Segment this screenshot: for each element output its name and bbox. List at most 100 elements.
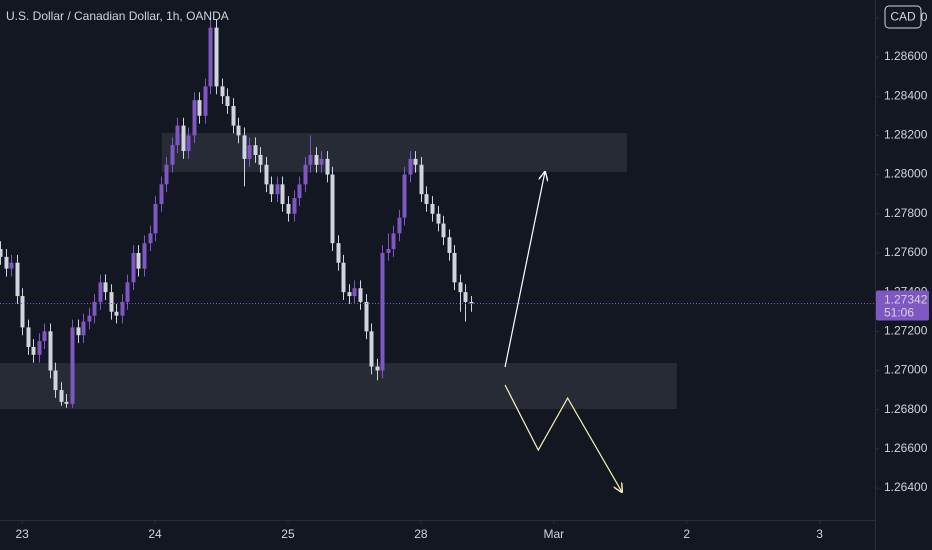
candle-body: [247, 145, 252, 159]
candle-body: [214, 27, 219, 87]
candle-body: [236, 125, 241, 136]
candle-body: [0, 249, 3, 257]
candle-body: [352, 288, 357, 297]
currency-box[interactable]: [884, 5, 922, 29]
last-price-label: 1.27342: [884, 293, 928, 307]
x-tick-label: 24: [148, 527, 162, 541]
candle-body: [280, 184, 285, 204]
candle-body: [170, 145, 175, 165]
candle-body: [15, 262, 20, 297]
candle-body: [341, 262, 346, 293]
y-tick-label: 1.27800: [884, 206, 928, 220]
candle-body: [164, 164, 169, 185]
y-tick-label: 1.27200: [884, 323, 928, 337]
y-tick-label: 1.26800: [884, 402, 928, 416]
candle-body: [330, 174, 335, 244]
candle-body: [142, 243, 147, 269]
candle-body: [303, 164, 308, 185]
currency-label: CAD: [890, 10, 916, 24]
x-tick-label: 28: [414, 527, 428, 541]
candle-body: [319, 158, 324, 165]
candle-body: [131, 252, 136, 283]
candle-body: [364, 301, 369, 332]
candle-body: [159, 184, 164, 204]
candle-body: [186, 135, 191, 152]
candle-body: [9, 262, 14, 269]
trend-arrow: [504, 384, 622, 492]
candle-body: [463, 292, 468, 302]
x-tick-label: 2: [683, 527, 690, 541]
x-tick-label: 3: [816, 527, 823, 541]
candle-body: [42, 331, 47, 342]
trend-arrow: [504, 172, 545, 368]
candle-body: [386, 249, 391, 253]
candle-body: [136, 252, 141, 269]
candle-body: [275, 184, 280, 195]
y-tick-label: 1.28600: [884, 49, 928, 63]
candle-body: [208, 27, 213, 87]
candle-body: [59, 390, 64, 402]
candle-body: [436, 213, 441, 224]
candle-body: [336, 243, 341, 263]
zone: [0, 363, 677, 410]
candle-body: [48, 331, 53, 371]
candle-body: [325, 158, 330, 175]
candle-body: [419, 164, 424, 195]
y-tick-label: 1.26400: [884, 480, 928, 494]
candle-body: [181, 125, 186, 152]
candle-body: [231, 105, 236, 126]
candle-body: [408, 158, 413, 175]
candle-body: [76, 327, 81, 336]
candle-body: [258, 154, 263, 165]
candle-body: [31, 346, 36, 355]
candle-body: [347, 292, 352, 297]
candle-body: [447, 237, 452, 253]
candle-body: [242, 135, 247, 159]
candle-body: [375, 366, 380, 371]
y-tick-label: 1.26600: [884, 441, 928, 455]
zone: [161, 133, 627, 173]
y-tick-label: 1.27000: [884, 363, 928, 377]
candle-body: [64, 401, 69, 404]
last-price-box: [876, 290, 929, 321]
candle-body: [424, 194, 429, 204]
candle-body: [397, 217, 402, 234]
candle-body: [70, 327, 75, 404]
candle-body: [153, 203, 158, 234]
candle-body: [53, 370, 58, 391]
candle-body: [369, 331, 374, 367]
candle-body: [441, 223, 446, 238]
candle-body: [286, 203, 291, 214]
x-tick-label: 25: [281, 527, 295, 541]
candle-body: [391, 233, 396, 250]
candle-body: [380, 252, 385, 371]
candle-body: [192, 100, 197, 136]
x-tick-label: Mar: [543, 527, 564, 541]
candle-body: [109, 292, 114, 312]
candle-body: [269, 184, 274, 195]
y-tick-label: 1.28400: [884, 88, 928, 102]
candle-body: [314, 154, 319, 165]
candle-body: [175, 125, 180, 146]
candle-body: [430, 203, 435, 214]
candle-body: [87, 315, 92, 322]
x-tick-label: 23: [15, 527, 29, 541]
candle-body: [253, 145, 258, 155]
candle-body: [20, 296, 25, 328]
candle-body: [81, 321, 86, 336]
candle-body: [203, 86, 208, 116]
y-tick-label: 1.28200: [884, 128, 928, 142]
candle-body: [297, 184, 302, 199]
candle-body: [225, 96, 230, 106]
candle-body: [264, 164, 269, 185]
candle-body: [26, 327, 31, 347]
candle-body: [452, 252, 457, 283]
candle-body: [469, 301, 474, 304]
candle-body: [458, 282, 463, 293]
candle-body: [402, 174, 407, 218]
chart-title: U.S. Dollar / Canadian Dollar, 1h, OANDA: [6, 9, 229, 23]
candle-body: [103, 282, 108, 293]
y-tick-label: 1.27600: [884, 245, 928, 259]
